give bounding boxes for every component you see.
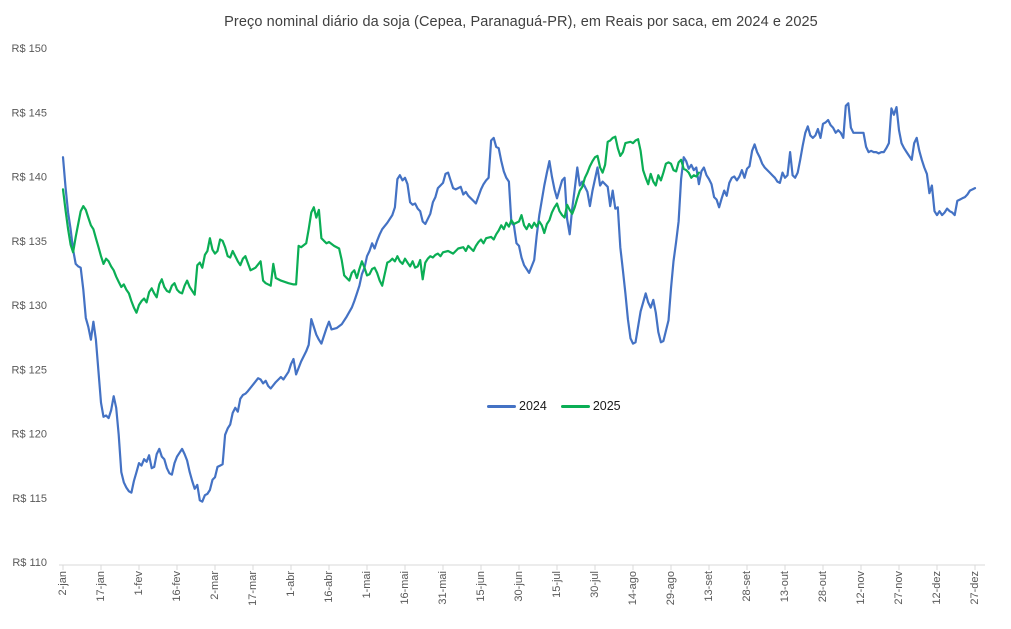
x-tick-label: 13-out [779, 571, 791, 602]
x-tick-label: 30-jul [589, 571, 601, 598]
x-tick-label: 15-jul [551, 571, 563, 598]
legend-item-2025: 2025 [560, 399, 621, 413]
x-tick-label: 16-abr [323, 571, 335, 603]
x-tick-label: 15-jun [475, 571, 487, 602]
x-tick-label: 31-mai [437, 571, 449, 605]
chart-legend: 2024 2025 [487, 399, 621, 413]
legend-item-2024: 2024 [487, 399, 547, 413]
x-axis [59, 564, 985, 570]
y-tick-label: R$ 120 [12, 429, 47, 441]
x-tick-label: 14-ago [627, 571, 639, 605]
x-tick-label: 1-abr [285, 571, 297, 597]
x-tick-label: 2-jan [57, 571, 69, 595]
x-tick-label: 30-jun [513, 571, 525, 602]
y-tick-label: R$ 130 [12, 300, 47, 312]
x-tick-label: 28-set [741, 571, 753, 602]
x-tick-label: 13-set [703, 571, 715, 602]
y-tick-label: R$ 140 [12, 172, 47, 184]
y-tick-label: R$ 125 [12, 364, 47, 376]
y-axis-tick-labels: R$ 150 R$ 145 R$ 140 R$ 135 R$ 130 R$ 125 R$ 1… [12, 43, 47, 569]
chart-series-lines [61, 102, 977, 503]
legend-label: 2024 [519, 399, 547, 413]
x-tick-label: 27-dez [969, 571, 981, 605]
x-tick-label: 16-mai [399, 571, 411, 605]
y-tick-label: R$ 110 [12, 557, 47, 569]
x-tick-label: 17-mar [247, 571, 259, 606]
series-line-2025 [61, 135, 701, 314]
legend-line-swatch-2025 [560, 404, 590, 408]
x-axis-tick-labels: 2-jan 17-jan 1-fev 16-fev 2-mar 17-mar 1-abr 16… [57, 571, 981, 606]
x-tick-label: 29-ago [665, 571, 677, 605]
x-tick-label: 27-nov [893, 571, 905, 605]
x-tick-label: 17-jan [95, 571, 107, 602]
legend-line-swatch-2024 [487, 404, 516, 408]
series-line-2024 [61, 102, 977, 503]
x-tick-label: 28-out [817, 571, 829, 602]
x-tick-label: 1-fev [133, 571, 145, 596]
x-tick-label: 1-mai [361, 571, 373, 599]
y-tick-label: R$ 135 [12, 236, 47, 248]
chart-title: Preço nominal diário da soja (Cepea, Par… [224, 14, 818, 30]
x-tick-label: 12-nov [855, 571, 867, 605]
y-tick-label: R$ 115 [12, 493, 47, 505]
y-tick-label: R$ 150 [12, 43, 47, 55]
y-tick-label: R$ 145 [12, 107, 47, 119]
legend-label: 2025 [592, 399, 621, 413]
x-tick-label: 12-dez [931, 571, 943, 605]
x-tick-label: 2-mar [209, 571, 221, 600]
x-tick-label: 16-fev [171, 571, 183, 602]
